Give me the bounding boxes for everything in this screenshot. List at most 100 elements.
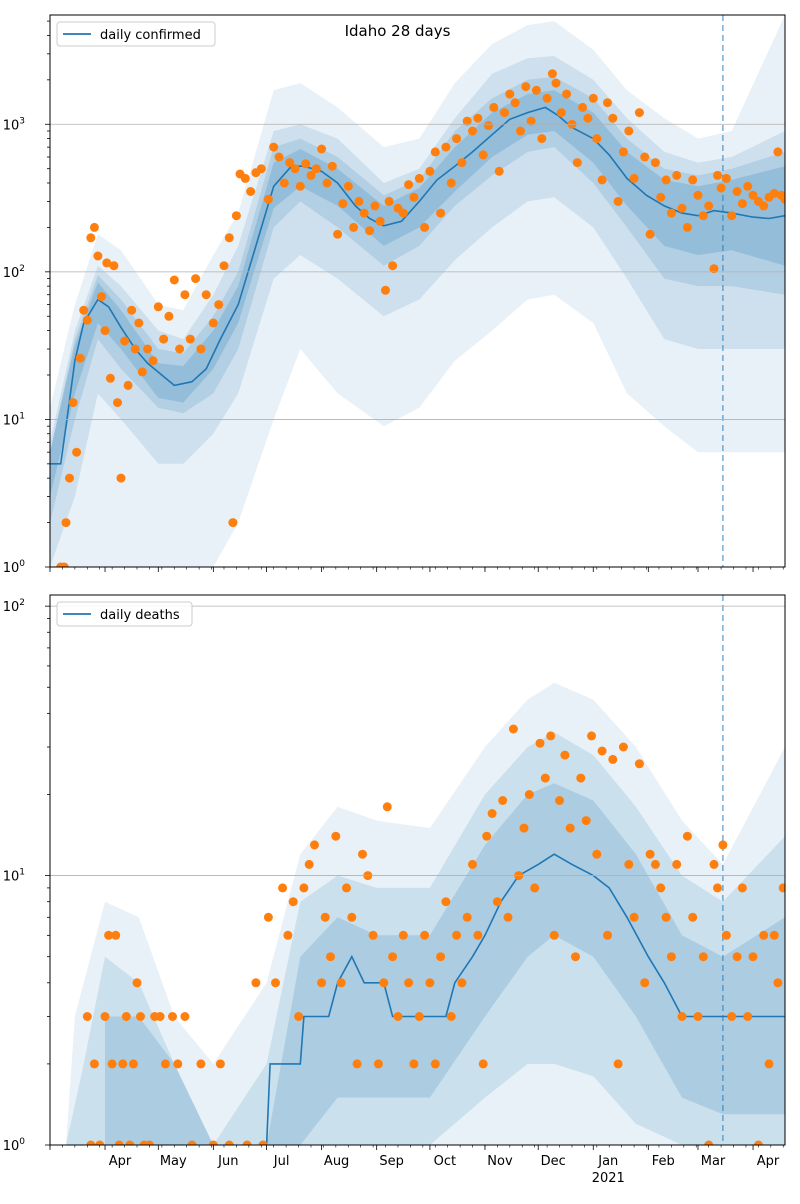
data-point — [384, 196, 394, 206]
data-point — [592, 134, 602, 144]
data-point — [656, 883, 666, 893]
data-point — [358, 849, 367, 859]
data-point — [274, 152, 284, 162]
data-point — [425, 978, 435, 988]
data-point — [484, 121, 493, 131]
data-point — [576, 773, 586, 783]
data-point — [278, 883, 288, 893]
data-point — [478, 150, 488, 160]
data-point — [121, 1012, 131, 1021]
data-point — [196, 1059, 206, 1069]
data-point — [571, 952, 580, 962]
data-point — [102, 258, 112, 268]
data-point — [409, 1059, 419, 1069]
y-tick-exponent: 1 — [19, 868, 25, 878]
data-point — [430, 147, 440, 157]
data-point — [196, 344, 206, 354]
data-point — [682, 831, 692, 841]
data-point — [175, 344, 185, 354]
data-point — [240, 173, 250, 183]
data-point — [219, 261, 229, 271]
data-point — [388, 952, 398, 962]
x-tick-label: Feb — [652, 1154, 675, 1169]
data-point — [537, 134, 547, 144]
data-point — [86, 1140, 96, 1145]
data-point — [645, 229, 655, 239]
data-point — [592, 849, 602, 859]
data-point — [365, 226, 375, 236]
data-point — [704, 1140, 714, 1145]
data-point — [331, 831, 341, 841]
data-point — [214, 300, 224, 310]
y-tick-label: 102 — [3, 264, 25, 281]
data-point — [748, 952, 758, 962]
data-point — [682, 222, 692, 232]
data-point — [510, 98, 520, 108]
data-point — [516, 126, 525, 136]
data-point — [462, 116, 472, 126]
data-point — [86, 233, 96, 243]
data-point — [441, 897, 451, 907]
data-point — [137, 367, 147, 377]
x-tick-label: Sep — [379, 1154, 404, 1169]
data-point — [629, 173, 639, 183]
legend-label: daily deaths — [100, 608, 180, 623]
data-point — [500, 108, 509, 118]
data-point — [618, 147, 628, 157]
data-point — [748, 190, 758, 200]
data-point — [713, 883, 722, 893]
data-point — [116, 473, 126, 483]
data-point — [587, 731, 596, 741]
data-point — [246, 187, 256, 196]
data-point — [168, 1012, 177, 1021]
data-point — [373, 1059, 383, 1069]
data-point — [97, 292, 106, 302]
x-tick-label: Jul — [273, 1154, 290, 1169]
data-point — [727, 211, 737, 221]
data-point — [414, 1012, 424, 1021]
legend-box — [56, 601, 193, 627]
data-point — [414, 173, 424, 183]
data-point — [173, 1059, 183, 1069]
data-point — [666, 208, 676, 218]
data-point — [732, 187, 742, 196]
data-point — [468, 859, 477, 869]
data-point — [737, 199, 747, 209]
chart-title: Idaho 28 days — [345, 22, 451, 40]
data-point — [310, 840, 319, 850]
data-point — [452, 134, 462, 144]
data-point — [143, 344, 153, 354]
data-point — [100, 1012, 110, 1021]
data-point — [457, 978, 467, 988]
data-point — [526, 116, 536, 126]
y-tick-base: 10 — [3, 118, 20, 133]
data-point — [304, 859, 314, 869]
data-point — [693, 1012, 703, 1021]
data-point — [317, 144, 327, 154]
data-point — [505, 89, 515, 99]
data-point — [420, 930, 430, 940]
data-point — [547, 69, 557, 79]
data-point — [608, 113, 618, 123]
data-point — [603, 930, 612, 940]
y-tick-base: 10 — [3, 600, 20, 615]
data-point — [68, 398, 78, 408]
data-point — [503, 912, 513, 922]
data-point — [634, 108, 644, 118]
data-point — [379, 978, 389, 988]
data-point — [436, 952, 446, 962]
data-point — [478, 1059, 488, 1069]
x-tick-label: Aug — [324, 1154, 349, 1169]
y-tick-base: 10 — [3, 870, 20, 885]
data-point — [640, 152, 650, 162]
data-point — [773, 978, 783, 988]
y-tick-base: 10 — [3, 266, 20, 281]
data-point — [656, 192, 666, 202]
data-point — [583, 113, 593, 123]
data-point — [109, 261, 119, 271]
data-point — [780, 194, 785, 204]
data-point — [370, 201, 380, 211]
x-tick-label: Mar — [701, 1154, 726, 1169]
data-point — [578, 102, 588, 112]
